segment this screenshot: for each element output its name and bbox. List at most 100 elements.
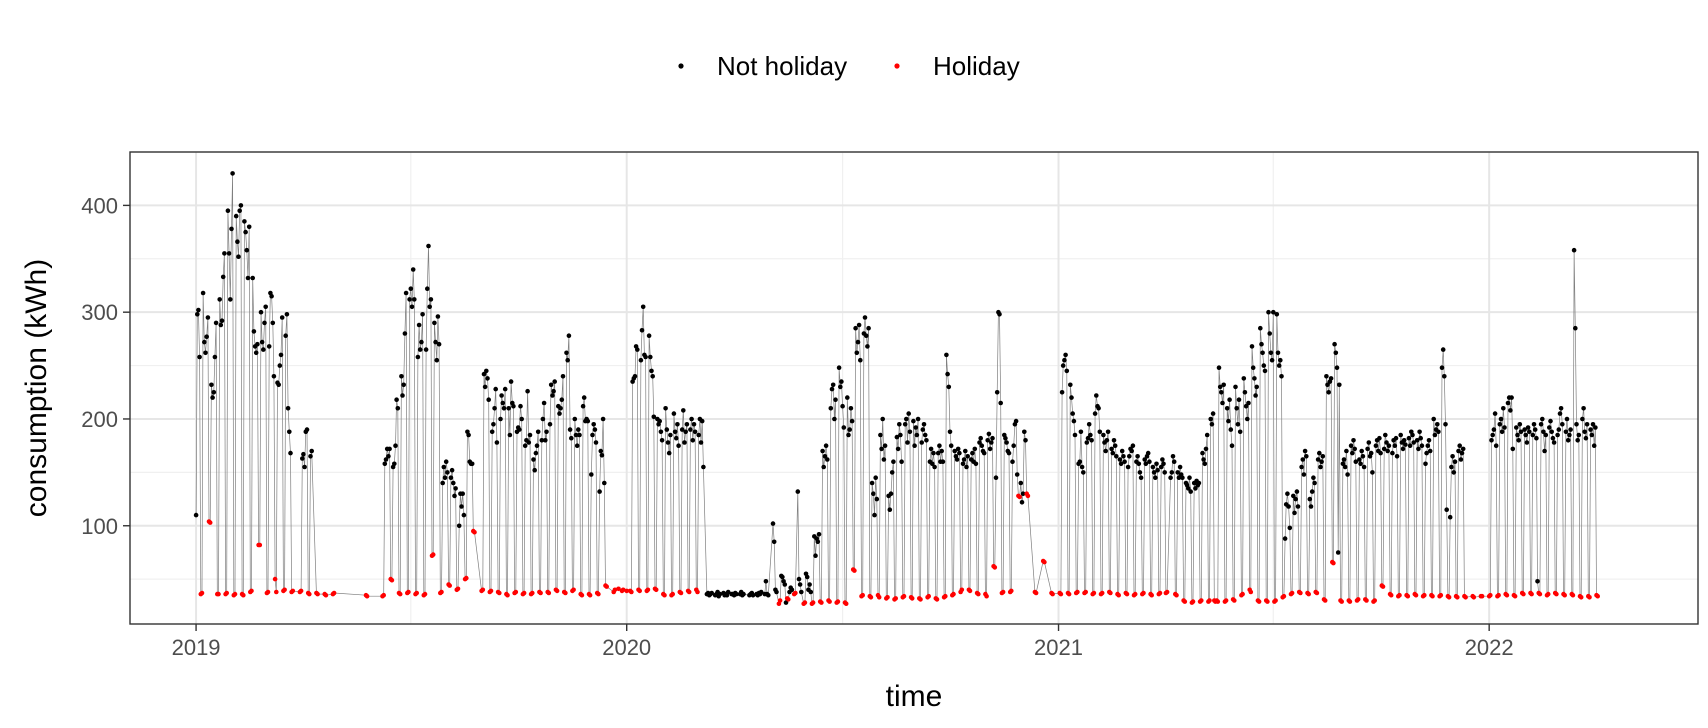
data-point: [1104, 438, 1110, 443]
data-point: [904, 416, 909, 422]
data-point: [1425, 443, 1431, 449]
data-point: [426, 243, 431, 249]
x-axis-title: time: [886, 680, 943, 713]
data-point: [1261, 363, 1267, 368]
data-point: [1501, 406, 1506, 411]
data-point: [1557, 411, 1563, 416]
data-point: [1584, 422, 1590, 427]
data-point: [410, 267, 416, 272]
data-point: [1086, 422, 1092, 427]
legend: Not holiday Holiday: [678, 51, 1020, 81]
data-point: [1479, 593, 1485, 599]
data-point: [1121, 454, 1126, 459]
data-point: [307, 591, 312, 597]
data-point: [539, 438, 545, 443]
data-point: [430, 552, 436, 557]
data-point: [1070, 411, 1075, 416]
data-point: [1274, 312, 1280, 317]
data-point: [200, 290, 206, 296]
data-point: [532, 467, 537, 473]
data-point: [451, 480, 456, 486]
data-point: [419, 339, 424, 345]
data-point: [497, 590, 502, 596]
data-point: [1493, 443, 1499, 449]
data-point: [1328, 376, 1334, 381]
plot-border: [129, 151, 1699, 625]
data-point: [498, 416, 503, 422]
data-point: [392, 461, 397, 467]
data-point: [951, 591, 956, 597]
data-point: [1444, 507, 1449, 512]
data-point: [480, 587, 486, 593]
data-point: [518, 403, 523, 409]
data-point: [205, 315, 211, 320]
data-point: [1333, 350, 1339, 356]
data-point: [1529, 591, 1534, 597]
data-point: [1563, 429, 1569, 435]
data-point: [825, 457, 830, 462]
data-point: [1549, 429, 1554, 435]
data-point: [557, 411, 562, 416]
data-point: [1248, 589, 1254, 595]
data-point: [533, 450, 539, 456]
data-point: [1407, 443, 1413, 449]
data-point: [650, 374, 655, 379]
data-point: [1523, 432, 1528, 438]
data-point: [1366, 440, 1372, 445]
data-point: [551, 388, 556, 394]
data-point: [217, 297, 222, 302]
data-point: [1092, 411, 1098, 416]
data-point: [1260, 350, 1265, 356]
data-point: [1430, 593, 1435, 599]
data-point: [1025, 493, 1031, 499]
data-point: [1017, 494, 1022, 500]
data-point: [709, 590, 714, 596]
data-point: [1591, 443, 1597, 449]
data-point: [1009, 588, 1014, 594]
data-point: [1416, 446, 1421, 452]
data-point: [893, 596, 898, 601]
data-point: [1204, 432, 1210, 438]
data-point: [987, 446, 993, 452]
data-point: [1158, 464, 1164, 470]
data-point: [269, 293, 274, 299]
data-point: [1442, 374, 1447, 379]
data-point: [970, 450, 975, 456]
data-point: [1456, 448, 1461, 454]
data-point: [698, 440, 704, 445]
data-point: [1417, 429, 1422, 435]
data-point: [689, 416, 694, 422]
data-point: [1537, 591, 1543, 597]
data-point: [1489, 438, 1494, 443]
data-point: [1279, 374, 1284, 379]
data-point: [301, 451, 306, 457]
data-point: [567, 427, 573, 432]
data-point: [918, 597, 923, 602]
data-point: [945, 371, 950, 377]
data-point: [563, 590, 568, 596]
data-point: [874, 496, 880, 502]
data-point: [203, 350, 208, 356]
data-point: [1438, 592, 1444, 598]
data-point: [558, 406, 563, 411]
data-point: [1252, 376, 1257, 381]
data-point: [1190, 599, 1196, 604]
data-point: [878, 432, 883, 438]
data-point: [845, 395, 850, 400]
data-point: [241, 592, 246, 598]
data-point: [195, 312, 200, 317]
data-point: [1510, 446, 1516, 452]
data-point: [1334, 365, 1340, 371]
data-point: [1127, 454, 1132, 459]
data-point: [620, 587, 626, 593]
data-point: [489, 429, 495, 435]
data-point: [734, 591, 739, 597]
data-point: [560, 374, 566, 379]
data-point: [1398, 432, 1403, 438]
data-point: [1447, 514, 1453, 520]
data-point: [1488, 592, 1493, 598]
data-point: [406, 589, 411, 595]
data-point: [1455, 595, 1460, 600]
data-point: [1413, 592, 1419, 598]
data-point: [1187, 475, 1192, 481]
